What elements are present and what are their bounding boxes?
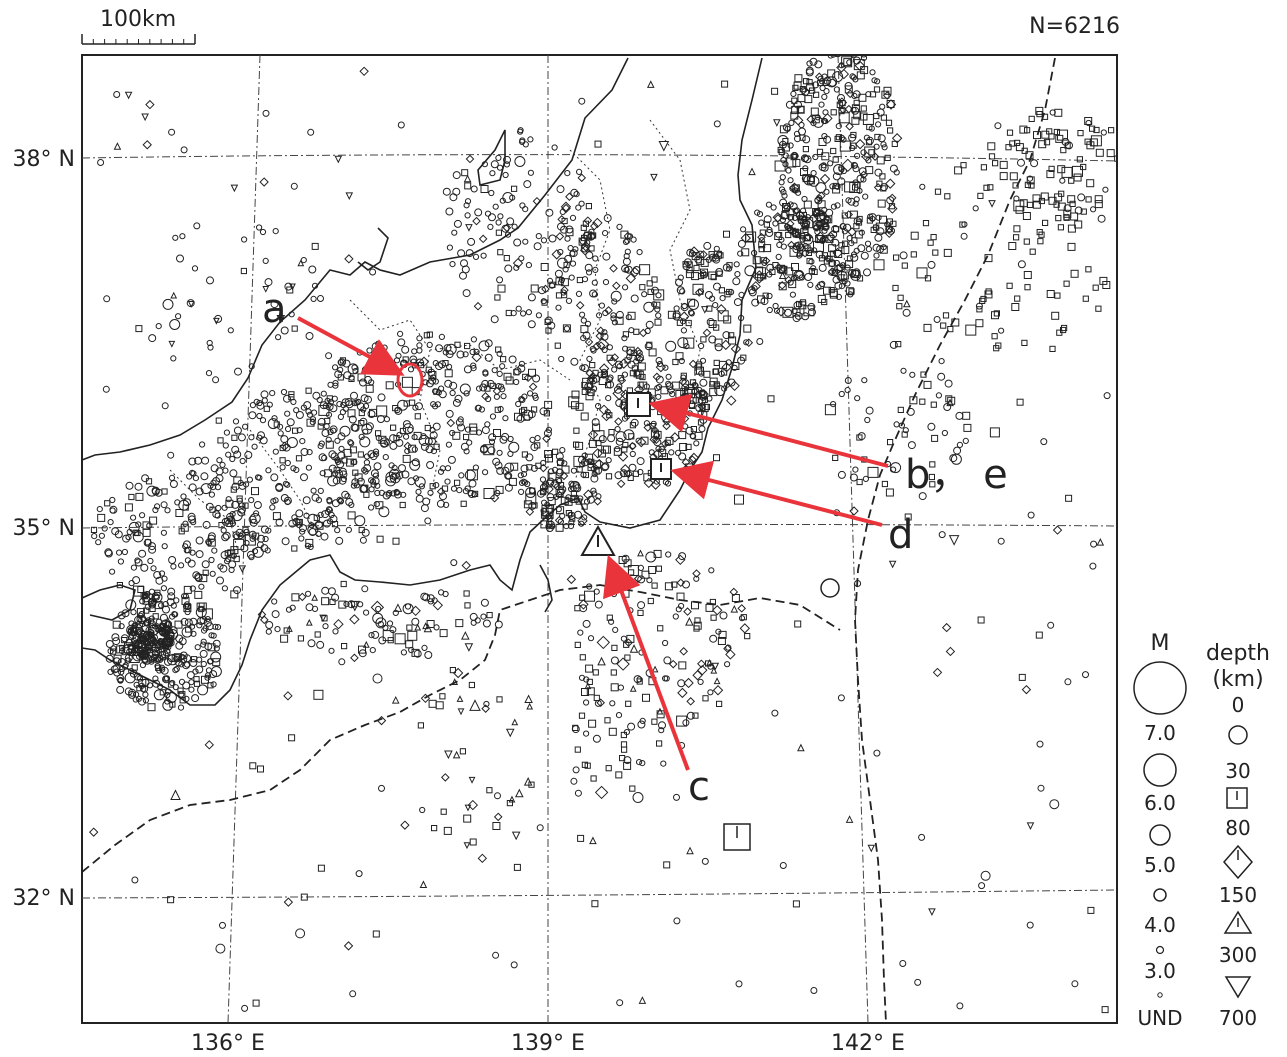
depth-symbol-square: [1226, 787, 1248, 809]
lat-label-38: 38° N: [13, 147, 75, 172]
mag-label-und: UND: [1138, 1006, 1183, 1030]
arrow-b-e: [648, 393, 889, 468]
depth-label-150: 150: [1219, 883, 1257, 907]
earthquake-symbols: [88, 55, 1117, 1014]
depth-label-300: 300: [1219, 943, 1257, 967]
large-event-circle: [820, 578, 840, 598]
lon-label-139: 139° E: [511, 1031, 585, 1056]
label-c: c: [688, 764, 710, 810]
arrow-a: [297, 316, 405, 376]
depth-legend: depth (km) 0 30 80 150 300 700: [1206, 641, 1270, 1030]
mag-label-7: 7.0: [1144, 721, 1176, 745]
mag-label-5: 5.0: [1144, 853, 1176, 877]
lat-label-32: 32° N: [13, 886, 75, 911]
lat-label-35: 35° N: [13, 516, 75, 541]
lon-label-136: 136° E: [191, 1031, 265, 1056]
depth-label-0: 0: [1232, 693, 1245, 717]
scale-bar: 100km: [81, 7, 196, 45]
notable-events: [580, 392, 840, 851]
depth-symbol-circle: [1228, 725, 1248, 745]
depth-legend-title: depth: [1206, 641, 1270, 666]
depth-legend-unit: (km): [1212, 667, 1263, 692]
event-count: N=6216: [1029, 14, 1120, 39]
label-a: a: [262, 286, 287, 332]
annotation-arrows: [297, 316, 889, 771]
lon-label-142: 142° E: [831, 1031, 905, 1056]
map-frame: [81, 54, 1118, 1024]
mag-label-6: 6.0: [1144, 791, 1176, 815]
arrow-c: [603, 554, 690, 771]
coastline: [82, 57, 763, 706]
label-b-e: b， e: [905, 452, 1008, 498]
depth-label-80: 80: [1225, 816, 1250, 840]
depth-label-30: 30: [1225, 759, 1250, 783]
event-a-marker: [396, 362, 424, 398]
magnitude-legend: M 7.0 6.0 5.0 4.0 3.0 UND: [1133, 631, 1187, 1030]
depth-symbol-triangle: [1223, 910, 1253, 934]
arrow-d: [670, 460, 883, 527]
mag-label-4: 4.0: [1144, 913, 1176, 937]
depth-symbol-diamond: [1223, 844, 1253, 880]
scale-bar-label: 100km: [100, 7, 176, 32]
depth-symbol-inverted-triangle: [1224, 976, 1252, 999]
mag-label-3: 3.0: [1144, 959, 1176, 983]
magnitude-legend-title: M: [1151, 631, 1170, 656]
prefecture-boundaries: [169, 119, 701, 561]
plate-boundary: [82, 57, 1056, 1023]
depth-label-700: 700: [1219, 1006, 1257, 1030]
label-d: d: [888, 512, 913, 558]
